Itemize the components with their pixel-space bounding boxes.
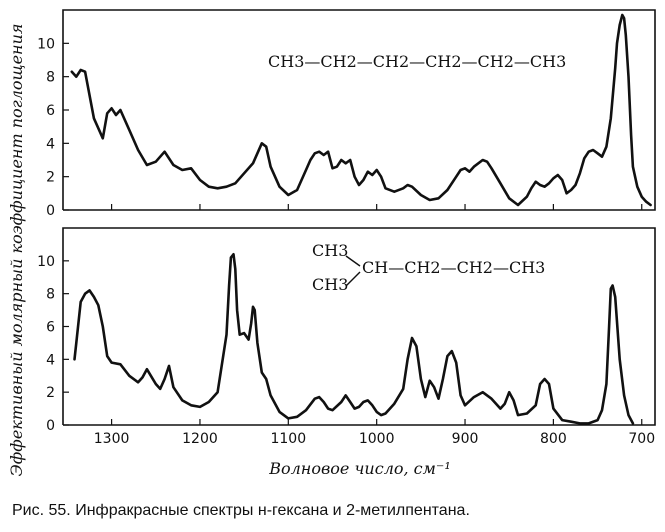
figure-caption: Рис. 55. Инфракрасные спектры н-гексана … (12, 502, 470, 519)
2-methylpentane-chain: CH—CH2—CH2—CH3 (362, 258, 545, 277)
n-hexane-spectrum-line (70, 13, 652, 207)
2-methylpentane-spectrum-line (73, 253, 635, 425)
x-tick-label-1000: 1000 (359, 431, 395, 447)
y-tick-label-bottom-6: 6 (46, 320, 55, 336)
y-tick-label-top-10: 10 (37, 36, 55, 52)
y-axis-title: Эффективный молярный коэффициент поглоще… (7, 24, 26, 477)
panel-top-y-ticks: 0 2 4 6 8 10 (37, 36, 643, 219)
y-tick-label-top-0: 0 (46, 203, 55, 219)
y-tick-label-bottom-8: 8 (46, 287, 55, 303)
x-tick-label-900: 900 (452, 431, 479, 447)
branch-bond-upper (345, 255, 361, 267)
branch-bond-lower (345, 271, 361, 287)
x-tick-label-700: 700 (628, 431, 655, 447)
y-tick-label-top-8: 8 (46, 70, 55, 86)
y-tick-label-top-6: 6 (46, 103, 55, 119)
panel-bottom-y-ticks: 0 2 4 6 8 10 (37, 254, 643, 434)
panel-top-frame (62, 9, 656, 211)
x-tick-label-1300: 1300 (94, 431, 130, 447)
n-hexane-formula: CH3—CH2—CH2—CH2—CH2—CH3 (268, 52, 566, 71)
x-tick-label-1100: 1100 (270, 431, 306, 447)
y-tick-label-bottom-0: 0 (46, 418, 55, 434)
y-tick-label-top-2: 2 (46, 170, 55, 186)
x-axis-ticks: 1300 1200 1100 1000 900 800 700 (94, 431, 655, 447)
panel-bottom: 0 2 4 6 8 10 1300 1200 1100 1000 900 800 700 CH3 CH… (37, 227, 656, 447)
y-tick-label-bottom-10: 10 (37, 254, 55, 270)
x-tick-label-1200: 1200 (182, 431, 218, 447)
2-methylpentane-branch-lower: CH3 (312, 275, 348, 294)
y-tick-label-bottom-4: 4 (46, 352, 55, 368)
y-tick-label-top-4: 4 (46, 136, 55, 152)
panel-bottom-frame (62, 227, 656, 426)
y-tick-label-bottom-2: 2 (46, 385, 55, 401)
ir-spectra-figure: 0 2 4 6 8 10 CH3—CH2—CH2—CH2—CH2—CH3 0 2 4 6 8 10 … (7, 9, 656, 478)
x-tick-label-800: 800 (540, 431, 567, 447)
x-axis-title: Волновое число, см⁻¹ (268, 459, 451, 478)
panel-top: 0 2 4 6 8 10 CH3—CH2—CH2—CH2—CH2—CH3 (37, 9, 656, 219)
2-methylpentane-branch-upper: CH3 (312, 241, 348, 260)
